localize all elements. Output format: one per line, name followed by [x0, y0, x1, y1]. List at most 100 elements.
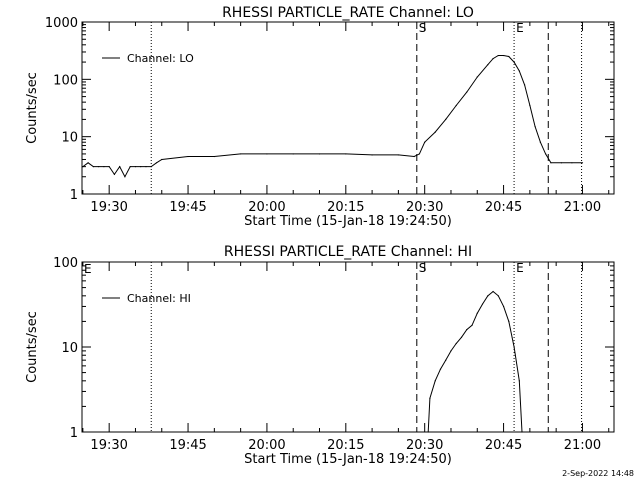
plot1-data-point: [560, 162, 563, 164]
plot1-x-tick-label: 21:00: [564, 200, 601, 215]
plot2-event-marker-label: S: [419, 261, 427, 275]
plot2-frame: [81, 261, 615, 433]
plot2-data-point: [445, 359, 447, 361]
plot1-data-point: [119, 166, 121, 168]
plot1-data-point: [82, 166, 84, 168]
plot1-title: RHESSI PARTICLE_RATE Channel: LO: [222, 5, 474, 21]
plot1-frame: [81, 21, 615, 195]
plot2-data-point: [427, 431, 429, 433]
plot2-data-point: [471, 324, 473, 326]
plot2-x-tick-label: 19:45: [169, 438, 206, 453]
plot2-x-tick-label: 20:00: [248, 438, 285, 453]
plot2-title: RHESSI PARTICLE_RATE Channel: HI: [224, 244, 472, 260]
plot2-data-point: [487, 295, 489, 297]
plot1-data-point: [487, 64, 489, 66]
plot2-corner-label: E: [84, 262, 92, 276]
plot2-x-tick-label: 20:45: [485, 438, 522, 453]
plot2-data-point: [439, 368, 442, 370]
plot1-data-point: [108, 166, 110, 168]
plot1-data-point: [502, 54, 505, 57]
plot2-data-point: [434, 380, 436, 382]
plot1-data-point: [140, 166, 142, 168]
plot2-data-point: [455, 342, 457, 345]
plot1-x-tick-label: 19:45: [169, 200, 206, 215]
plot1-data-point: [292, 153, 294, 155]
plot1-x-tick-label: 20:00: [248, 200, 285, 215]
plot1-data-point: [550, 162, 552, 164]
plot1-y-axis-label: Counts/sec: [25, 72, 40, 144]
plot1-data-point: [513, 61, 515, 63]
plot2-event-marker-label: E: [516, 261, 524, 275]
plot2-data-point: [497, 295, 499, 297]
plot1-data-point: [424, 141, 426, 143]
plot1-data-point: [434, 131, 436, 133]
plot1-data-point: [492, 57, 494, 60]
plot2-data-point: [518, 380, 520, 382]
plot2-y-tick-label: 10: [61, 341, 78, 356]
plot1-data-point: [539, 141, 541, 143]
plot2-data-point: [502, 305, 505, 308]
plot2-y-tick-label: 100: [53, 256, 78, 271]
plot1-data-point: [345, 153, 347, 155]
plot1-x-tick-label: 19:30: [90, 200, 127, 215]
plot2-data-point: [450, 350, 452, 352]
plot2-legend-label: Channel: HI: [127, 292, 191, 305]
plot1-data-point: [508, 55, 510, 58]
plot1-data-point: [545, 153, 547, 155]
plot1-data-point: [98, 166, 100, 168]
plot2-data-point: [466, 329, 468, 331]
plot1-x-tick-label: 20:30: [406, 200, 443, 215]
plot1-data-point: [371, 154, 373, 156]
plot2-data-point: [521, 431, 523, 433]
plot2-data-point: [481, 303, 484, 305]
plot1-data-point: [103, 166, 105, 168]
plot1-data-point: [445, 118, 447, 121]
plot2-x-tick-label: 20:15: [327, 438, 364, 453]
plot1-data-point: [397, 154, 399, 156]
plot1-data-point: [92, 166, 94, 168]
plot1-y-tick-label: 1000: [45, 16, 78, 31]
plot1-data-point: [497, 54, 499, 57]
plot1-data-point: [534, 125, 536, 128]
plot1-x-axis-label: Start Time (15-Jan-18 19:24:50): [244, 214, 452, 229]
plot2-data-point: [508, 320, 510, 323]
plot1-data-point: [413, 155, 415, 158]
plot2-y-tick-label: 1: [70, 426, 78, 441]
timestamp-stamp: 2-Sep-2022 14:48: [562, 469, 634, 478]
plot1-y-tick-label: 100: [53, 73, 78, 88]
plot2-x-tick-label: 19:30: [90, 438, 127, 453]
plot2-data-point: [476, 312, 478, 314]
plot1-data-point: [213, 155, 215, 158]
plot1-data-point: [113, 173, 116, 175]
plot1-series-line: [82, 55, 583, 178]
plot1-data-point: [124, 176, 126, 178]
plot2-series-line: [427, 290, 523, 433]
plot1-data-point: [187, 155, 189, 158]
plot2-data-point: [513, 346, 515, 348]
plot2-x-tick-label: 21:00: [564, 438, 601, 453]
plot1-data-point: [266, 153, 268, 155]
plot1-event-marker-label: E: [516, 21, 524, 35]
plot1-data-point: [155, 162, 158, 164]
plot1-legend-label: Channel: LO: [127, 52, 194, 65]
plot1-x-tick-label: 20:15: [327, 200, 364, 215]
plot1-data-point: [524, 84, 526, 86]
plot2-x-tick-label: 20:30: [406, 438, 443, 453]
plot2-x-axis-label: Start Time (15-Jan-18 19:24:50): [244, 452, 452, 467]
plot1-data-point: [455, 104, 457, 107]
plot1-data-point: [87, 162, 89, 164]
plot1-data-point: [476, 76, 478, 78]
plot1-x-tick-label: 20:45: [485, 200, 522, 215]
plot1-data-point: [240, 153, 242, 155]
plot1-data-point: [518, 70, 520, 72]
plot1-data-point: [581, 162, 584, 164]
plot2-data-point: [460, 336, 463, 338]
plot2-data-point: [492, 290, 494, 293]
plot1-data-point: [134, 166, 137, 168]
plot2-y-axis-label: Counts/sec: [25, 311, 40, 383]
plot2-data-point: [429, 397, 431, 399]
plot1-y-tick-label: 10: [61, 131, 78, 146]
plot1-data-point: [466, 91, 468, 93]
